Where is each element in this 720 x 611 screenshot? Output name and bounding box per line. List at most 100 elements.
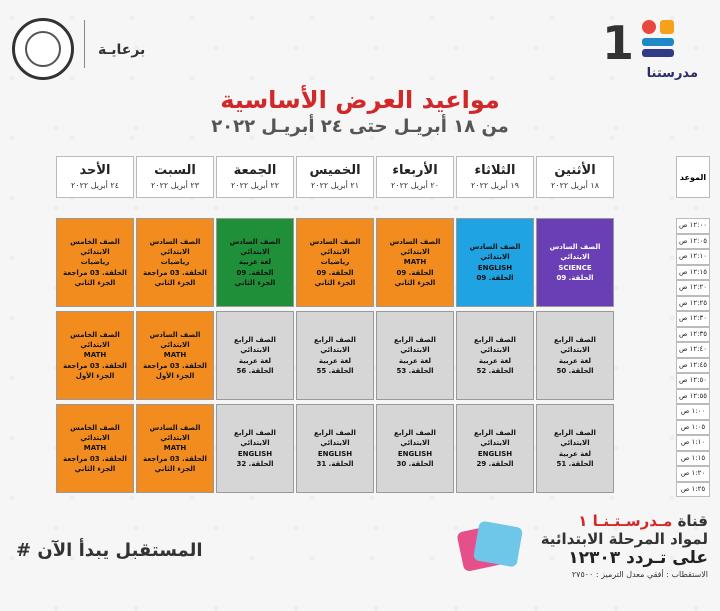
program-line: الحلقة. 56 [236, 366, 274, 375]
program-line: الصف السادس الابتدائي [389, 238, 441, 257]
program-line: الصف السادس الابتدائي [149, 331, 201, 350]
day-name: الجمعة [233, 163, 277, 178]
page-subtitle: من ١٨ أبريـل حتى ٢٤ أبريـل ٢٠٢٢ [211, 116, 509, 137]
program-line: الصف الخامس الابتدائي [70, 424, 120, 443]
program-cell: الصف السادس الابتدائي MATH الحلقة. 03 مراج… [136, 311, 214, 400]
program-line: الحلقة. 03 مراجعة [143, 361, 207, 370]
footer-channel-info: قناة مـدرسـتـنـا ١ لمواد المرحلة الابتدا… [541, 512, 708, 579]
program-cell: الصف السادس الابتدائي MATH الحلقة. 03 مراج… [136, 404, 214, 493]
program-line: رياضيات [80, 258, 110, 267]
program-cell: الصف السادس الابتدائي لغة عربية الحلقة. 09… [216, 218, 294, 307]
program-line: رياضيات [160, 258, 190, 267]
program-line: MATH [163, 444, 187, 453]
program-line: الصف السادس الابتدائي [309, 238, 361, 257]
program-line: الحلقة. 03 مراجعة [143, 268, 207, 277]
program-line: الصف الرابع الابتدائي [314, 336, 356, 355]
program-line: الحلقة. 29 [476, 459, 514, 468]
program-line: الصف الرابع الابتدائي [394, 429, 436, 448]
footer-slogan: # المستقبل يبدأ الآن [16, 540, 203, 561]
program-line: MATH [83, 351, 107, 360]
program-cell: الصف الرابع الابتدائي ENGLISH الحلقة. 30 [376, 404, 454, 493]
time-slot: ١٢:٣٥ ص [676, 326, 710, 342]
program-line: الجزء الثاني [314, 278, 356, 287]
program-cell: الصف الخامس الابتدائي MATH الحلقة. 03 مراج… [56, 311, 134, 400]
program-line: الحلقة. 55 [316, 366, 354, 375]
time-slot: ١٢:٣٠ ص [676, 311, 710, 327]
day-date: ٢٢ أبريل ٢٠٢٢ [230, 181, 279, 190]
day-header: الأربعاء ٢٠ أبريل ٢٠٢٢ [376, 156, 454, 198]
program-cell: الصف الرابع الابتدائي لغة عربية الحلقة. 52 [456, 311, 534, 400]
program-cell: الصف الرابع الابتدائي ENGLISH الحلقة. 31 [296, 404, 374, 493]
time-slot: ١٢:٤٥ ص [676, 357, 710, 373]
program-line: الصف الخامس الابتدائي [70, 331, 120, 350]
time-slot: ١٢:٥٥ ص [676, 388, 710, 404]
channel-brand: مـدرسـتـنـا ١ [578, 512, 673, 530]
time-slot: ١:٢٥ ص [676, 481, 710, 497]
program-cell: الصف السادس الابتدائي رياضيات الحلقة. 03 م… [136, 218, 214, 307]
program-line: لغة عربية [558, 449, 592, 458]
program-line: الصف الرابع الابتدائي [234, 429, 276, 448]
program-line: الحلقة. 03 مراجعة [63, 454, 127, 463]
program-line: الصف الرابع الابتدائي [394, 336, 436, 355]
program-line: الحلقة. 52 [476, 366, 514, 375]
time-column-header: الموعد [676, 156, 710, 198]
program-cell: الصف الرابع الابتدائي لغة عربية الحلقة. 51 [536, 404, 614, 493]
time-column: ١٢:٠٠ ص ١٢:٠٥ ص ١٢:١٠ ص ١٢:١٥ ص ١٢:٢٠ ص ١٢:٢٥… [676, 218, 710, 497]
sponsor-label: برعايـة [98, 42, 146, 58]
program-line: الحلقة. 03 مراجعة [143, 454, 207, 463]
program-line: الصف الرابع الابتدائي [314, 429, 356, 448]
program-line: الجزء الثاني [154, 278, 196, 287]
program-line: الحلقة. 32 [236, 459, 274, 468]
program-line: ENGLISH [477, 263, 513, 272]
program-line: الجزء الثاني [154, 464, 196, 473]
program-line: SCIENCE [558, 263, 592, 272]
program-line: ENGLISH [477, 449, 513, 458]
program-line: الصف السادس الابتدائي [149, 424, 201, 443]
program-line: ENGLISH [397, 449, 433, 458]
day-date: ٢١ أبريل ٢٠٢٢ [310, 181, 359, 190]
day-header: الثلاثاء ١٩ أبريل ٢٠٢٢ [456, 156, 534, 198]
time-slot: ١٢:٤٠ ص [676, 342, 710, 358]
madrasatna-logo: مدرستنا [606, 18, 706, 88]
program-line: لغة عربية [398, 356, 432, 365]
program-line: لغة عربية [558, 356, 592, 365]
program-line: الجزء الثاني [74, 278, 116, 287]
program-line: الحلقة. 09 [236, 268, 274, 277]
day-date: ٢٣ أبريل ٢٠٢٢ [150, 181, 199, 190]
program-line: الصف الرابع الابتدائي [474, 429, 516, 448]
program-line: الصف الخامس الابتدائي [70, 238, 120, 257]
day-name: الأحد [79, 163, 111, 178]
time-slot: ١:١٥ ص [676, 450, 710, 466]
program-line: الصف الرابع الابتدائي [554, 336, 596, 355]
program-cell: الصف الرابع الابتدائي ENGLISH الحلقة. 29 [456, 404, 534, 493]
time-slot: ١٢:٥٠ ص [676, 373, 710, 389]
program-line: الجزء الثاني [234, 278, 276, 287]
program-cell: الصف الرابع الابتدائي لغة عربية الحلقة. 50 [536, 311, 614, 400]
program-line: MATH [163, 351, 187, 360]
channel-prefix: قناة [677, 512, 708, 530]
time-slot: ١٢:١٥ ص [676, 264, 710, 280]
program-line: الصف الرابع الابتدائي [234, 336, 276, 355]
program-line: لغة عربية [238, 356, 272, 365]
day-header: الجمعة ٢٢ أبريل ٢٠٢٢ [216, 156, 294, 198]
channel-frequency: على تـردد ١٢٣٠٣ [568, 548, 708, 568]
schedule-table: الموعد الأحد ٢٤ أبريل ٢٠٢٢ السبت ٢٣ أبريل ٢… [56, 156, 710, 497]
program-cell: الصف الخامس الابتدائي MATH الحلقة. 03 مراج… [56, 404, 134, 493]
time-slot: ١٢:٠٥ ص [676, 233, 710, 249]
tablet-illustration [456, 520, 524, 574]
channel-number: 1 [601, 16, 634, 70]
ministry-seal-logo [12, 18, 74, 80]
program-line: الصف الرابع الابتدائي [474, 336, 516, 355]
day-date: ١٩ أبريل ٢٠٢٢ [470, 181, 519, 190]
day-header: الأحد ٢٤ أبريل ٢٠٢٢ [56, 156, 134, 198]
program-cell: الصف السادس الابتدائي رياضيات الحلقة. 09 ال… [296, 218, 374, 307]
program-line: MATH [403, 258, 427, 267]
program-line: الحلقة. 03 مراجعة [63, 361, 127, 370]
program-line: الجزء الأول [75, 371, 115, 380]
time-slot: ١٢:١٠ ص [676, 249, 710, 265]
program-line: ENGLISH [317, 449, 353, 458]
program-line: الحلقة. 50 [556, 366, 594, 375]
program-line: الحلقة. 53 [396, 366, 434, 375]
time-slot: ١٢:٢٥ ص [676, 295, 710, 311]
program-line: الجزء الأول [155, 371, 195, 380]
